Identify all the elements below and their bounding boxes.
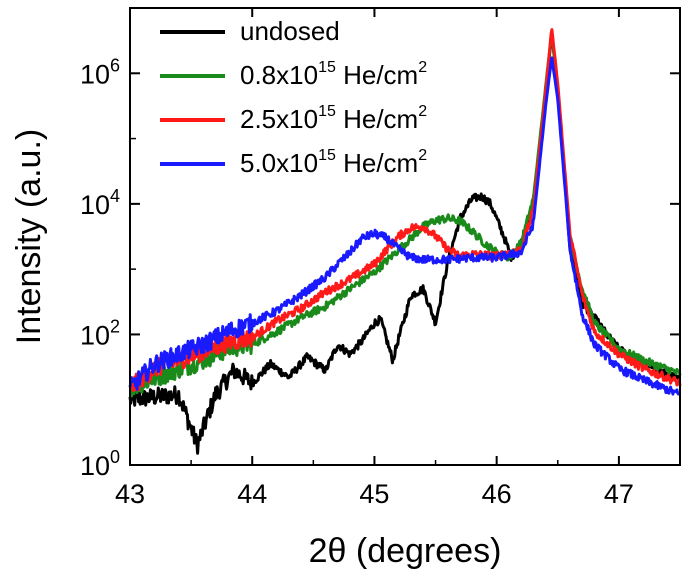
legend-label-0: undosed xyxy=(240,16,340,46)
x-tick-label: 45 xyxy=(359,479,389,509)
y-tick-label: 106 xyxy=(80,55,120,89)
legend-label-3: 5.0x1015 He/cm2 xyxy=(240,147,427,178)
x-tick-label: 46 xyxy=(482,479,512,509)
x-tick-label: 44 xyxy=(237,479,267,509)
series-group xyxy=(128,28,682,455)
legend-label-1: 0.8x1015 He/cm2 xyxy=(240,59,427,90)
x-tick-label: 43 xyxy=(115,479,145,509)
y-axis-title: Intensity (a.u.) xyxy=(10,129,48,344)
y-tick-label: 104 xyxy=(80,186,120,220)
series-line-3 xyxy=(128,56,681,396)
series-line-2 xyxy=(129,28,682,392)
y-tick-label: 102 xyxy=(80,316,120,350)
x-tick-label: 47 xyxy=(604,479,634,509)
y-tick-label: 100 xyxy=(80,447,120,481)
legend-label-2: 2.5x1015 He/cm2 xyxy=(240,103,427,134)
legend: undosed 0.8x1015 He/cm2 2.5x1015 He/cm2 5.0… xyxy=(160,16,427,178)
plot-frame xyxy=(129,7,681,466)
series-line-1 xyxy=(129,32,682,398)
x-axis-title: 2θ (degrees) xyxy=(309,532,502,570)
